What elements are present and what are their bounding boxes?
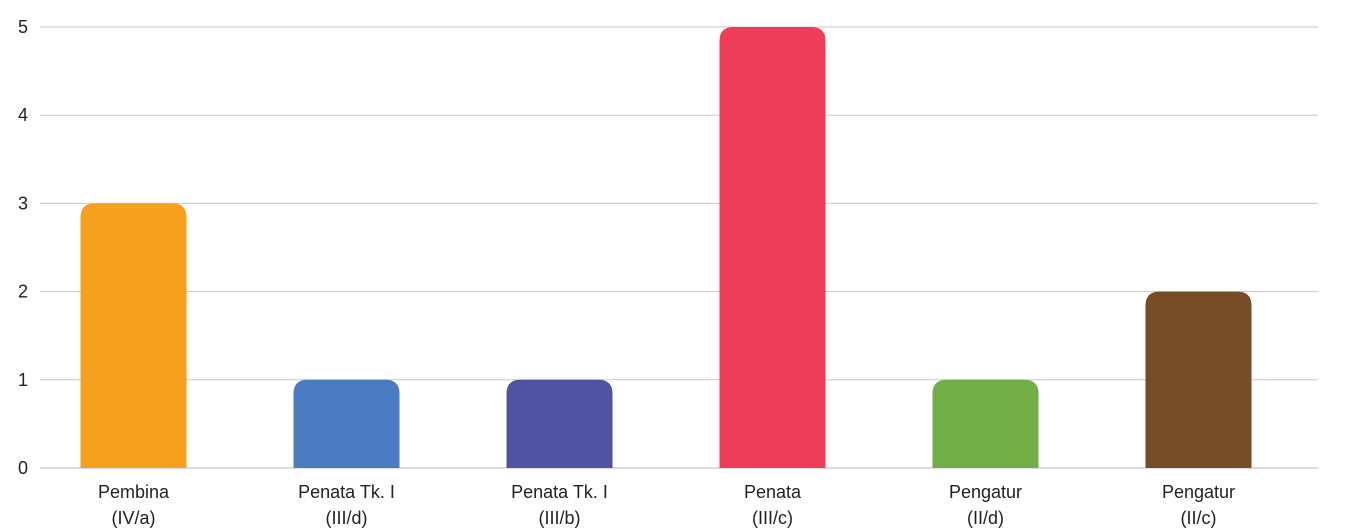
bar bbox=[506, 379, 613, 468]
bar bbox=[1145, 291, 1252, 468]
x-tick-label: (II/c) bbox=[1181, 508, 1217, 528]
x-axis-labels: Pembina (IV/a) Penata Tk. I (III/d) Penata T… bbox=[98, 482, 1235, 528]
grid-layer bbox=[40, 26, 1318, 469]
bar bbox=[293, 379, 400, 468]
bar bbox=[80, 203, 187, 468]
x-tick-label: Penata bbox=[744, 482, 802, 502]
x-tick-label: Pengatur bbox=[1162, 482, 1235, 502]
bar bbox=[719, 27, 826, 468]
x-tick-label: (III/c) bbox=[752, 508, 793, 528]
y-tick-label: 5 bbox=[18, 17, 28, 37]
y-axis-ticks: 0 1 2 3 4 5 bbox=[18, 17, 28, 478]
bars bbox=[80, 27, 1252, 468]
bar bbox=[932, 379, 1039, 468]
y-tick-label: 4 bbox=[18, 105, 28, 125]
y-tick-label: 0 bbox=[18, 458, 28, 478]
y-tick-label: 3 bbox=[18, 193, 28, 213]
x-tick-label: Penata Tk. I bbox=[298, 482, 395, 502]
y-tick-label: 1 bbox=[18, 370, 28, 390]
x-tick-label: Penata Tk. I bbox=[511, 482, 608, 502]
y-tick-label: 2 bbox=[18, 282, 28, 302]
x-tick-label: (IV/a) bbox=[111, 508, 155, 528]
x-tick-label: (III/d) bbox=[325, 508, 367, 528]
x-tick-label: (II/d) bbox=[967, 508, 1004, 528]
x-tick-label: (III/b) bbox=[538, 508, 580, 528]
x-tick-label: Pembina bbox=[98, 482, 170, 502]
x-tick-label: Pengatur bbox=[949, 482, 1022, 502]
